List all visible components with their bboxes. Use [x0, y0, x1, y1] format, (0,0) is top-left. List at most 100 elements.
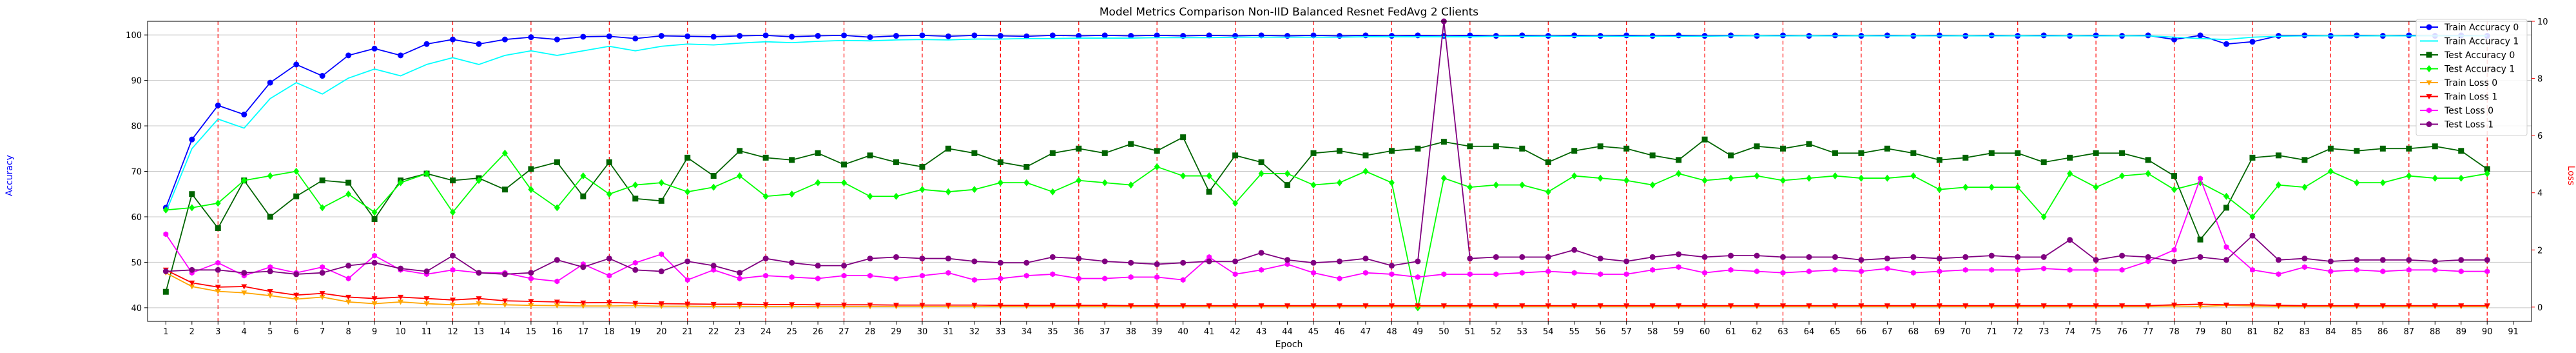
data-point [789, 302, 795, 308]
y-axis-label: Accuracy [5, 155, 15, 196]
x-tick-label: 83 [2300, 327, 2310, 337]
data-point [293, 61, 300, 68]
series-line-train-loss-0 [165, 272, 2488, 307]
data-point [1049, 303, 1056, 308]
data-point [2379, 145, 2386, 152]
data-point [162, 268, 169, 274]
y2-axis-label: Loss [2566, 166, 2576, 186]
data-point [1728, 303, 1734, 309]
x-tick-label: 45 [1308, 327, 1319, 337]
x-tick-label: 38 [1125, 327, 1136, 337]
data-point [997, 259, 1003, 266]
data-point [1232, 199, 1239, 207]
data-point [762, 302, 769, 308]
data-point [2093, 267, 2099, 273]
data-point [2301, 157, 2308, 163]
data-point [345, 299, 352, 305]
data-point [2484, 170, 2490, 177]
x-tick-label: 60 [1700, 327, 1710, 337]
data-point [528, 299, 534, 305]
data-point [2458, 268, 2464, 274]
data-point [2197, 301, 2203, 307]
data-point [1754, 172, 1760, 180]
data-point [501, 302, 508, 308]
data-point [737, 148, 743, 154]
data-point [1623, 177, 1630, 185]
data-point [1154, 303, 1160, 309]
data-point [580, 300, 586, 306]
legend-swatch-marker [2426, 121, 2432, 127]
data-point [2119, 267, 2125, 273]
data-point [2093, 150, 2099, 156]
data-point [893, 159, 900, 165]
data-point [2458, 148, 2465, 154]
data-point [1571, 32, 1578, 39]
data-point [293, 168, 300, 175]
data-point [2275, 152, 2281, 159]
data-point [215, 199, 221, 207]
y2-tick-label: 4 [2537, 189, 2542, 199]
data-point [450, 36, 456, 43]
series-line-test-loss-0 [165, 177, 2488, 282]
x-tick-label: 72 [2012, 327, 2023, 337]
data-point [319, 270, 325, 276]
legend-label: Train Accuracy 1 [2444, 37, 2519, 47]
data-point [2119, 150, 2126, 156]
x-tick-label: 52 [1491, 327, 1502, 337]
data-point [371, 216, 378, 222]
data-point [2328, 268, 2334, 274]
data-point [1467, 32, 1473, 39]
data-point [501, 298, 508, 304]
data-point [1936, 303, 1942, 309]
data-point [893, 33, 900, 39]
x-tick-label: 64 [1804, 327, 1815, 337]
series-line-train-loss-1 [165, 269, 2488, 307]
data-point [1232, 303, 1239, 309]
data-point [997, 179, 1003, 187]
data-point [476, 270, 482, 276]
data-point [1023, 303, 1030, 308]
data-point [371, 296, 378, 302]
data-point [1936, 186, 1942, 194]
data-point [528, 166, 534, 172]
data-point [215, 259, 221, 266]
data-point [2015, 303, 2021, 309]
data-point [1493, 303, 1499, 309]
data-point [1962, 154, 1969, 161]
legend-label: Test Accuracy 0 [2444, 50, 2515, 61]
data-point [293, 271, 300, 277]
x-tick-label: 61 [1725, 327, 1736, 337]
data-point [267, 268, 273, 274]
data-point [1858, 257, 1864, 263]
data-point [945, 145, 951, 152]
x-tick-label: 21 [682, 327, 693, 337]
x-tick-label: 29 [891, 327, 902, 337]
data-point [841, 302, 847, 308]
data-point [684, 188, 691, 196]
x-tick-label: 53 [1517, 327, 1528, 337]
data-point [1728, 267, 1734, 273]
data-point [2067, 267, 2073, 273]
data-point [1910, 270, 1916, 276]
data-point [919, 186, 925, 194]
data-point [1311, 270, 1316, 276]
data-point [189, 191, 195, 197]
data-point [215, 102, 221, 108]
data-point [1806, 303, 1812, 309]
data-point [2171, 258, 2178, 265]
data-point [2379, 179, 2386, 187]
x-tick-label: 31 [943, 327, 954, 337]
data-point [293, 296, 300, 302]
data-point [815, 150, 821, 156]
data-point [1310, 150, 1317, 156]
data-point [920, 272, 925, 279]
data-point [1884, 174, 1890, 182]
data-point [1519, 303, 1525, 309]
x-tick-label: 88 [2430, 327, 2441, 337]
data-point [971, 186, 978, 194]
data-point [163, 231, 169, 237]
data-point [345, 294, 352, 300]
data-point [215, 267, 221, 273]
data-point [501, 187, 508, 193]
data-point [371, 301, 378, 307]
